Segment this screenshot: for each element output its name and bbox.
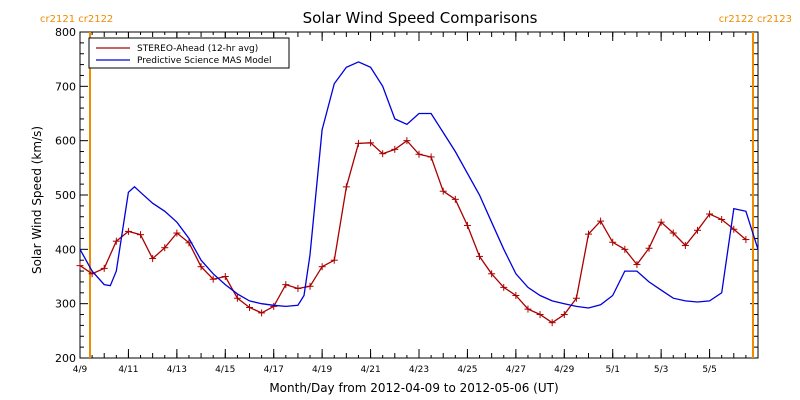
y-tick-label: 400 — [55, 243, 76, 256]
y-tick-label: 700 — [55, 80, 76, 93]
data-point-stereo-ahead — [149, 255, 157, 263]
data-point-stereo-ahead — [693, 226, 701, 234]
legend: STEREO-Ahead (12-hr avg) Predictive Scien… — [88, 37, 290, 69]
carrington-label-right: cr2122 cr2123 — [719, 14, 792, 25]
carrington-label-left: cr2121 cr2122 — [40, 14, 113, 25]
data-point-stereo-ahead — [657, 218, 665, 226]
data-point-stereo-ahead — [318, 263, 326, 271]
data-point-stereo-ahead — [367, 139, 375, 147]
x-tick-label: 4/11 — [118, 365, 138, 375]
x-tick-label: 4/25 — [457, 365, 477, 375]
x-tick-label: 4/27 — [506, 365, 526, 375]
plot-frame — [79, 31, 759, 359]
data-point-stereo-ahead — [354, 139, 362, 147]
x-tick-label: 4/13 — [167, 365, 187, 375]
data-point-stereo-ahead — [621, 245, 629, 253]
y-axis-label: Solar Wind Speed (km/s) — [30, 126, 44, 274]
data-point-stereo-ahead — [415, 150, 423, 158]
data-point-stereo-ahead — [451, 195, 459, 203]
y-tick-label: 200 — [55, 352, 76, 365]
x-axis-label: Month/Day from 2012-04-09 to 2012-05-06 … — [269, 381, 558, 395]
x-tick-label: 5/3 — [654, 365, 668, 375]
data-point-stereo-ahead — [645, 244, 653, 252]
data-point-stereo-ahead — [463, 221, 471, 229]
y-tick-label: 800 — [55, 26, 76, 39]
x-tick-label: 4/21 — [360, 365, 380, 375]
data-point-stereo-ahead — [270, 302, 278, 310]
x-tick-label: 4/9 — [73, 365, 88, 375]
legend-box — [88, 37, 290, 69]
data-point-stereo-ahead — [209, 275, 217, 283]
data-point-stereo-ahead — [512, 292, 520, 300]
data-point-stereo-ahead — [427, 153, 435, 161]
series-line-mas-model — [79, 61, 759, 309]
data-point-stereo-ahead — [306, 282, 314, 290]
data-point-stereo-ahead — [221, 273, 229, 280]
data-point-stereo-ahead — [560, 311, 568, 319]
x-tick-label: 4/29 — [554, 365, 574, 375]
data-point-stereo-ahead — [76, 262, 84, 270]
data-point-stereo-ahead — [403, 137, 411, 145]
data-point-stereo-ahead — [742, 236, 750, 244]
data-point-stereo-ahead — [585, 230, 592, 238]
data-point-stereo-ahead — [572, 294, 580, 302]
data-point-stereo-ahead — [379, 150, 387, 158]
data-point-stereo-ahead — [197, 263, 205, 271]
data-point-stereo-ahead — [161, 244, 169, 252]
legend-label: Predictive Science MAS Model — [137, 56, 272, 66]
data-point-stereo-ahead — [536, 311, 544, 319]
y-tick-label: 600 — [55, 135, 76, 148]
x-tick-label: 5/1 — [605, 365, 619, 375]
data-point-stereo-ahead — [258, 309, 266, 317]
data-point-stereo-ahead — [669, 229, 677, 237]
data-point-stereo-ahead — [597, 217, 605, 225]
data-point-stereo-ahead — [246, 303, 253, 311]
data-point-stereo-ahead — [124, 227, 132, 235]
data-point-stereo-ahead — [439, 187, 447, 195]
x-tick-label: 4/17 — [264, 365, 284, 375]
chart-title: Solar Wind Speed Comparisons — [303, 9, 538, 27]
y-tick-label: 500 — [55, 189, 76, 202]
series-line-stereo-ahead — [79, 139, 747, 324]
data-point-stereo-ahead — [633, 261, 641, 269]
y-tick-label: 300 — [55, 298, 76, 311]
data-point-stereo-ahead — [500, 283, 508, 291]
data-point-stereo-ahead — [137, 231, 145, 239]
plot-area: 200 300 400 500 600 700 800 4/9 4/11 4/13 4/15 4/17… — [55, 26, 759, 375]
data-point-stereo-ahead — [112, 237, 120, 245]
data-point-stereo-ahead — [609, 238, 617, 246]
data-point-stereo-ahead — [548, 319, 556, 327]
data-point-stereo-ahead — [706, 210, 714, 218]
x-tick-label: 4/23 — [409, 365, 429, 375]
data-point-stereo-ahead — [488, 270, 496, 278]
x-tick-label: 5/5 — [702, 365, 716, 375]
data-point-stereo-ahead — [391, 145, 399, 153]
data-point-stereo-ahead — [524, 305, 532, 313]
data-point-stereo-ahead — [330, 256, 338, 264]
legend-label: STEREO-Ahead (12-hr avg) — [137, 44, 258, 54]
data-point-stereo-ahead — [233, 294, 241, 302]
data-point-stereo-ahead — [294, 284, 302, 292]
data-point-stereo-ahead — [342, 183, 350, 191]
data-point-stereo-ahead — [476, 252, 484, 260]
data-point-stereo-ahead — [173, 229, 181, 237]
data-point-stereo-ahead — [100, 264, 108, 272]
data-point-stereo-ahead — [282, 281, 290, 289]
x-tick-label: 4/19 — [312, 365, 332, 375]
data-point-stereo-ahead — [681, 242, 689, 250]
data-point-stereo-ahead — [718, 215, 726, 223]
x-tick-label: 4/15 — [215, 365, 235, 375]
